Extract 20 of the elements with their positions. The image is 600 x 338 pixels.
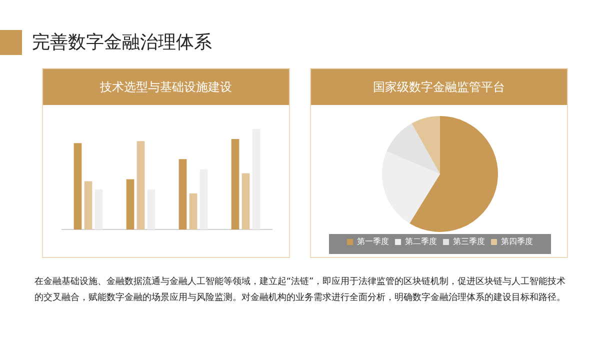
legend-label: 第二季度 [405,237,437,246]
bar [242,173,250,230]
legend-label: 第四季度 [501,237,533,246]
text: 在金融基础设施、金融数据流通与金融人工智能等领域，建立起“法链”，即应用于法律监管的区块链机制，促进区块链与人工智能技术的交叉融合，赋能数字金融的场景应用与风险监测。对金融机构的业务需求进行全面分析，明确数字金融治理体系的建设目标和路径。 [33,276,567,305]
bar [231,139,240,230]
legend-label: 第一季度 [357,237,389,246]
bar [84,181,92,230]
legend-label: 第三季度 [453,237,485,246]
chart-title: 技术选型与基础设施建设 [43,69,289,105]
bar [147,189,156,230]
text: 完善数字金融治理体系 [32,31,212,55]
bar [178,159,187,230]
bar [189,193,198,230]
bar [136,141,145,230]
bar [126,179,134,230]
bar [74,143,82,230]
bar [252,129,260,230]
bar [94,189,103,230]
chart-title: 国家级数字金融监管平台 [311,69,567,105]
bar [200,169,208,230]
